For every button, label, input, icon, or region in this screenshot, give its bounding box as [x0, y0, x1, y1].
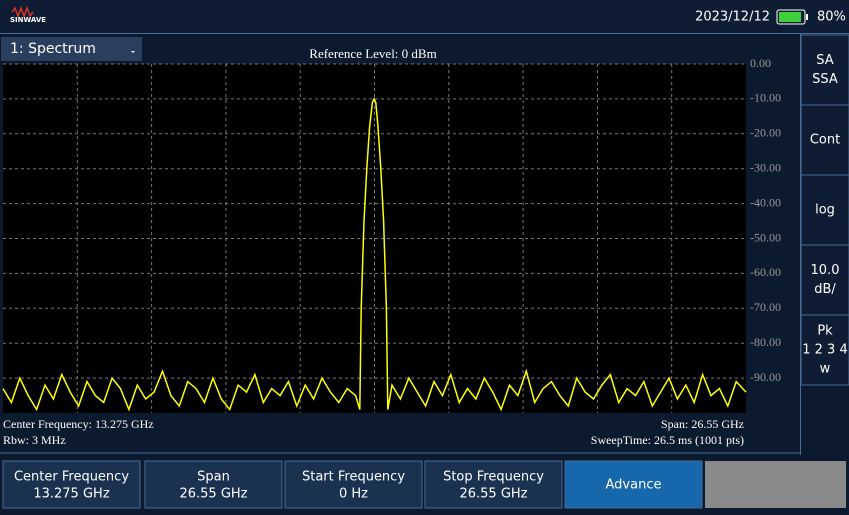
soft-key[interactable]: [424, 460, 563, 509]
side-menu-label[interactable]: 10.0: [811, 263, 840, 278]
soft-key-value[interactable]: 26.55 GHz: [179, 487, 247, 502]
battery-frame: [776, 9, 806, 25]
soft-key-value[interactable]: 26.55 GHz: [459, 487, 527, 502]
soft-key[interactable]: [2, 460, 141, 509]
logo-wave: [11, 5, 34, 19]
soft-key-value[interactable]: 0 Hz: [339, 487, 368, 502]
soft-key-value[interactable]: 13.275 GHz: [33, 487, 109, 502]
y-tick-label: -10.00: [750, 91, 781, 105]
trace-select-label[interactable]: 1: Spectrum: [10, 41, 96, 57]
soft-key-label[interactable]: Center Frequency: [14, 470, 129, 485]
soft-key[interactable]: [144, 460, 283, 509]
soft-key[interactable]: [564, 460, 703, 509]
side-menu-label[interactable]: Cont: [810, 133, 840, 148]
dropdown-arrow: [131, 51, 135, 53]
header-bar: [0, 0, 849, 33]
y-tick-label: -20.00: [750, 126, 781, 140]
side-menu-label[interactable]: log: [815, 203, 835, 218]
center-frequency-info: Center Frequency: 13.275 GHz: [3, 417, 154, 431]
soft-key-label[interactable]: Advance: [606, 478, 662, 493]
side-menu-button[interactable]: [800, 244, 849, 316]
span-info: Span: 26.55 GHz: [661, 417, 744, 431]
side-menu-button[interactable]: [800, 34, 849, 106]
y-tick-label: -90.00: [750, 370, 781, 384]
sweep-info: SweepTime: 26.5 ms (1001 pts): [591, 433, 744, 447]
battery-percent: 80%: [817, 10, 846, 25]
side-menu-label[interactable]: SSA: [812, 72, 838, 87]
soft-key-label[interactable]: Start Frequency: [302, 470, 405, 485]
side-menu-label[interactable]: w: [820, 362, 831, 377]
side-menu-label[interactable]: dB/: [814, 282, 836, 297]
soft-key-empty: [705, 461, 846, 508]
y-tick-label: -50.00: [750, 230, 781, 244]
y-tick-label: -30.00: [750, 160, 781, 174]
battery-level: [779, 12, 801, 22]
soft-key-label[interactable]: Stop Frequency: [443, 470, 544, 485]
trace-select[interactable]: [1, 37, 142, 61]
y-tick-label: 0.00: [750, 56, 771, 70]
y-tick-label: -80.00: [750, 335, 781, 349]
soft-key[interactable]: [284, 460, 423, 509]
side-menu-button[interactable]: [800, 104, 849, 176]
side-menu-label[interactable]: 1 2 3 4: [802, 343, 847, 358]
soft-key-label[interactable]: Span: [197, 470, 230, 485]
side-menu-label[interactable]: SA: [816, 53, 833, 68]
spectrum-trace: [2, 97, 747, 412]
battery-tip: [806, 14, 808, 20]
y-tick-label: -40.00: [750, 195, 781, 209]
y-tick-label: -70.00: [750, 300, 781, 314]
side-menu-label[interactable]: Pk: [817, 324, 833, 339]
rbw-info: Rbw: 3 MHz: [3, 433, 66, 447]
reference-level: Reference Level: 0 dBm: [309, 46, 436, 61]
logo: SINWAVE: [10, 16, 46, 24]
side-menu-button[interactable]: [800, 314, 849, 386]
date: 2023/12/12: [695, 10, 770, 25]
y-tick-label: -60.00: [750, 265, 781, 279]
